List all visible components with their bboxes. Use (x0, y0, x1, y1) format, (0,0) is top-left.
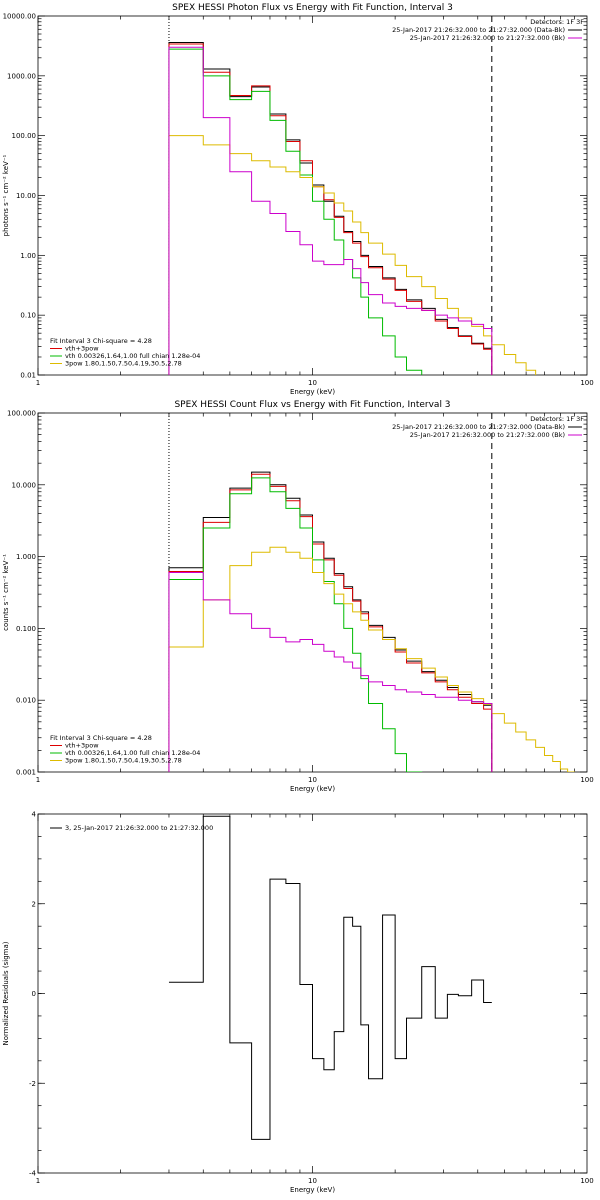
y-tick-label: 10.00 (16, 192, 36, 200)
series-group (168, 815, 492, 1140)
series-group (168, 42, 537, 375)
y-tick-label: 10000.00 (3, 13, 36, 21)
series-line-data (168, 471, 493, 772)
y-axis-label: photons s⁻¹ cm⁻² keV⁻¹ (2, 154, 10, 236)
y-tick-label: 1000.00 (7, 72, 36, 80)
legend-right-item: 25-Jan-2017 21:26:32.000 to 21:27:32.000… (392, 423, 565, 431)
y-tick-label: 10.000 (12, 481, 37, 489)
series-line-vth (168, 48, 423, 375)
series-line-3pow (168, 135, 537, 375)
legend-right-item: 25-Jan-2017 21:26:32.000 to 21:27:32.000… (410, 34, 565, 42)
y-axis-label: counts s⁻¹ cm⁻² keV⁻¹ (2, 554, 10, 631)
y-tick-label: 0.010 (16, 697, 36, 705)
legend-left-item: vth 0.00326,1.64,1.00 full chian 1.28e-0… (65, 352, 200, 360)
series-line-vth (168, 477, 423, 772)
x-axis-label: Energy (keV) (290, 388, 335, 396)
x-tick-label: 1 (36, 776, 40, 784)
x-axis-label: Energy (keV) (290, 785, 335, 793)
x-tick-label: 100 (580, 776, 593, 784)
y-tick-label: 4 (32, 811, 37, 819)
legend-left-item: Fit Interval 3 Chi-square = 4.28 (50, 734, 152, 742)
y-tick-label: 100.00 (12, 132, 37, 140)
y-tick-label: 0.100 (16, 625, 36, 633)
series-group (168, 471, 575, 772)
series-line-vth+3pow (168, 473, 493, 772)
y-tick-label: 2 (32, 900, 36, 908)
y-tick-label: 0 (32, 990, 36, 998)
y-axis-label: Normalized Residuals (sigma) (2, 941, 10, 1045)
legend-right-item: 25-Jan-2017 21:26:32.000 to 21:27:32.000… (410, 431, 565, 439)
series-line-vth+3pow (168, 43, 493, 375)
legend-right-item: Detectors: 1F 3F (530, 415, 584, 423)
y-tick-label: -4 (29, 1170, 37, 1178)
legend-left-item: 3, 25-Jan-2017 21:26:32.000 to 21:27:32.… (65, 824, 213, 832)
chart-title: SPEX HESSI Count Flux vs Energy with Fit… (174, 400, 450, 410)
series-line-bk (168, 46, 493, 375)
x-tick-label: 10 (308, 379, 317, 387)
y-tick-label: 0.10 (20, 312, 36, 320)
legend-left-item: 3pow 1.80,1.50,7.50,4.19,30.5,2.78 (65, 360, 182, 368)
x-tick-label: 1 (36, 379, 40, 387)
x-tick-label: 100 (580, 1177, 593, 1185)
legend-right-item: Detectors: 1F 3F (530, 18, 584, 26)
x-tick-label: 10 (308, 1177, 317, 1185)
y-tick-label: 100.000 (7, 410, 36, 418)
x-tick-label: 10 (308, 776, 317, 784)
x-tick-label: 1 (36, 1177, 40, 1185)
chart-title: SPEX HESSI Photon Flux vs Energy with Fi… (172, 3, 453, 13)
series-line-residuals (168, 815, 492, 1140)
series-line-data (168, 42, 493, 375)
series-line-3pow (168, 546, 575, 772)
legend-left-item: vth 0.00326,1.64,1.00 full chian 1.28e-0… (65, 749, 200, 757)
chart-panel-2: SPEX HESSI Count Flux vs Energy with Fit… (2, 400, 594, 793)
y-tick-label: 1.000 (16, 553, 36, 561)
legend-left-item: vth+3pow (65, 742, 99, 750)
x-tick-label: 100 (580, 379, 593, 387)
chart-panel-3: 1 10 100 -4 -2 0 2 4 Energy (keV) Normalized Resi… (2, 811, 594, 1195)
y-tick-label: 0.01 (20, 372, 36, 380)
legend-left-item: Fit Interval 3 Chi-square = 4.28 (50, 337, 152, 345)
y-tick-label: 0.001 (16, 769, 36, 777)
chart-panel-1: SPEX HESSI Photon Flux vs Energy with Fi… (2, 3, 594, 396)
legend-left-item: 3pow 1.80,1.50,7.50,4.19,30.5,2.78 (65, 757, 182, 765)
series-line-bk (168, 572, 493, 772)
legend-right-item: 25-Jan-2017 21:26:32.000 to 21:27:32.000… (392, 26, 565, 34)
y-tick-label: -2 (29, 1080, 36, 1088)
x-axis-label: Energy (keV) (290, 1186, 335, 1194)
y-tick-label: 1.00 (20, 252, 36, 260)
legend-left-item: vth+3pow (65, 345, 99, 353)
